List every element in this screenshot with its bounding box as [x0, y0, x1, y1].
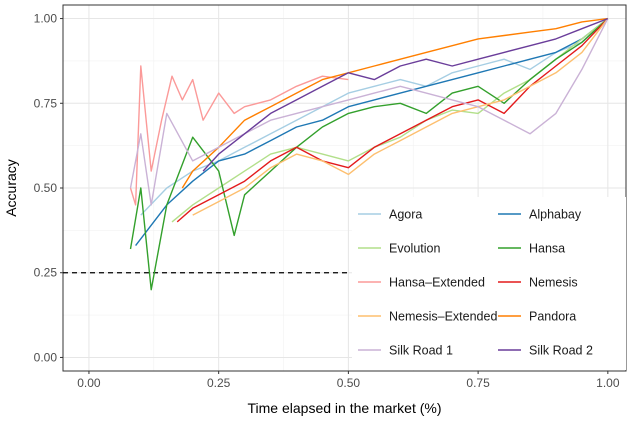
legend: Agora Alphabay Evolution Hansa Hansa–Extende… [352, 197, 626, 370]
legend-label-silk-road-1: Silk Road 1 [389, 344, 453, 358]
x-tick-label: 0.00 [77, 376, 101, 390]
legend-label-hansa-extended: Hansa–Extended [389, 276, 485, 290]
series-line-silk-road-2 [202, 17, 609, 172]
y-tick-label: 1.00 [34, 12, 58, 26]
x-tick-label: 0.50 [337, 376, 361, 390]
series-line-hansa-extended [129, 65, 349, 206]
y-tick-label: 0.25 [34, 266, 58, 280]
series-line-alphabay [135, 18, 609, 247]
legend-label-evolution: Evolution [389, 242, 440, 256]
series-layer [129, 17, 609, 291]
series-line-hansa [129, 18, 609, 291]
series-line-nemesis [176, 18, 609, 223]
x-tick-label: 0.25 [207, 376, 231, 390]
legend-label-agora: Agora [389, 208, 422, 222]
legend-label-alphabay: Alphabay [529, 208, 582, 222]
y-tick-label: 0.50 [34, 181, 58, 195]
legend-box [352, 197, 626, 370]
series-line-nemesis-extended [192, 18, 609, 216]
y-tick-label: 0.00 [34, 350, 58, 364]
series-line-pandora [181, 17, 608, 189]
y-tick-label: 0.75 [34, 96, 58, 110]
legend-label-pandora: Pandora [529, 310, 576, 324]
x-tick-label: 1.00 [596, 376, 620, 390]
x-tick-label: 0.75 [466, 376, 490, 390]
legend-label-nemesis: Nemesis [529, 276, 578, 290]
legend-label-nemesis-extended: Nemesis–Extended [389, 310, 497, 324]
legend-label-hansa: Hansa [529, 242, 565, 256]
legend-label-silk-road-2: Silk Road 2 [529, 344, 593, 358]
tick-labels: 0.00 0.25 0.50 0.75 1.00 0.00 0.25 0.50 0.75 1.00 [34, 12, 620, 390]
y-axis-title: Accuracy [3, 159, 19, 217]
series-line-silk-road-1 [129, 18, 609, 206]
x-axis-title: Time elapsed in the market (%) [248, 400, 442, 416]
